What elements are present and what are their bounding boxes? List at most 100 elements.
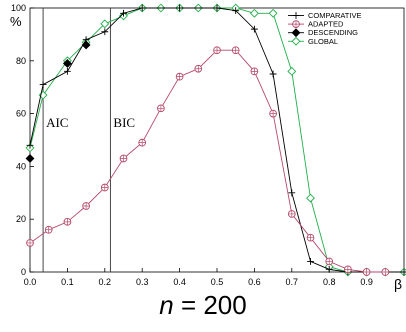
series-layer	[25, 3, 406, 277]
data-point-adapted-cross	[138, 139, 146, 147]
caption-equation: = 200	[173, 290, 247, 320]
data-point-global	[268, 8, 278, 18]
data-point-adapted	[63, 217, 72, 226]
y-tick-label: 20	[16, 214, 26, 224]
data-point-adapted-cross	[45, 226, 53, 234]
data-point-adapted	[194, 64, 203, 73]
y-tick-label: 40	[16, 161, 26, 171]
data-point-adapted	[100, 183, 109, 192]
y-tick-label: 80	[16, 56, 26, 66]
data-point-adapted	[362, 268, 371, 276]
data-point-comparative	[39, 81, 47, 88]
data-point-comparative	[251, 25, 258, 33]
data-point-adapted-cross	[307, 234, 314, 242]
legend-item-descending: DESCENDING	[288, 28, 358, 37]
data-point-adapted	[26, 239, 34, 247]
data-point-descending	[81, 40, 91, 50]
data-point-comparative	[232, 7, 240, 15]
data-point-adapted-cross	[194, 65, 202, 73]
legend-item-comparative: COMPARATIVE	[288, 11, 361, 20]
data-point-adapted-cross	[26, 239, 34, 247]
data-point-adapted-cross	[120, 155, 127, 162]
data-point-comparative	[120, 9, 127, 17]
legend-marker-adapted	[292, 20, 300, 28]
x-tick-label: 0.9	[360, 277, 373, 287]
data-point-comparative	[307, 258, 314, 265]
data-point-adapted-cross	[82, 202, 90, 210]
data-point-adapted	[138, 138, 147, 147]
data-point-global	[287, 66, 297, 76]
data-point-adapted-cross	[381, 268, 389, 276]
data-point-adapted	[213, 46, 221, 55]
x-tick-label: 0.3	[136, 277, 149, 287]
data-point-adapted-cross	[232, 46, 240, 54]
x-tick-label: 0.0	[24, 277, 37, 287]
legend-marker-descending	[291, 28, 301, 38]
series-adapted	[26, 46, 390, 276]
data-point-comparative	[213, 4, 221, 12]
data-point-adapted-cross	[213, 46, 221, 54]
data-point-adapted	[44, 225, 53, 234]
series-line-adapted	[29, 49, 386, 273]
data-point-adapted-cross	[176, 73, 183, 81]
data-point-adapted-cross	[101, 184, 109, 191]
data-point-comparative	[325, 265, 333, 273]
data-point-comparative	[176, 4, 183, 12]
data-point-adapted	[231, 46, 240, 55]
y-tick-label: 0	[21, 267, 26, 277]
data-point-global	[38, 90, 48, 100]
y-tick-label: 100	[11, 3, 26, 13]
legend-marker-global	[291, 36, 301, 46]
x-tick-label: 0.1	[61, 277, 74, 287]
data-point-comparative	[138, 4, 146, 12]
series-descending	[25, 40, 91, 163]
x-tick-label: 0.5	[211, 277, 224, 287]
data-point-adapted	[82, 202, 90, 210]
data-point-global	[249, 8, 259, 18]
legend-item-global: GLOBAL	[288, 37, 338, 46]
axes: 0.0 0.1 0.2 0.3 0.4 0.5 0.6 0.7 0.8 0.9 0 20 40 60 80 1…	[10, 3, 405, 292]
data-point-global	[306, 193, 315, 203]
legend-marker-adapted-cross	[292, 20, 300, 28]
legend-item-adapted: ADAPTED	[288, 20, 344, 29]
data-point-adapted-cross	[325, 258, 333, 265]
data-point-comparative	[64, 67, 71, 75]
legend-label-comparative: COMPARATIVE	[308, 11, 361, 20]
data-point-adapted-cross	[251, 67, 258, 75]
data-point-comparative	[288, 189, 296, 197]
x-tick-label: 0.8	[323, 277, 336, 287]
data-point-adapted-cross	[157, 104, 165, 112]
data-point-adapted	[119, 154, 128, 163]
data-point-adapted-cross	[344, 265, 352, 273]
caption-variable: n	[159, 290, 174, 320]
data-point-comparative	[101, 28, 109, 36]
data-point-adapted	[325, 257, 334, 266]
x-axis-label: β	[394, 276, 402, 292]
data-point-adapted	[306, 233, 315, 242]
data-point-adapted	[381, 268, 390, 276]
y-tick-label: 60	[16, 109, 26, 119]
figure-caption: n = 200	[0, 290, 406, 321]
data-point-adapted-cross	[363, 268, 370, 276]
x-tick-label: 0.7	[286, 277, 299, 287]
data-point-descending	[25, 154, 35, 163]
x-tick-label: 0.2	[99, 277, 112, 287]
data-point-adapted-cross	[288, 210, 296, 218]
data-point-comparative	[269, 70, 277, 78]
data-point-comparative	[26, 141, 34, 149]
legend-label-adapted: ADAPTED	[308, 20, 344, 29]
data-point-adapted	[175, 72, 184, 81]
data-point-descending	[62, 59, 72, 68]
data-point-adapted	[250, 67, 259, 76]
x-tick-label: 0.4	[173, 277, 186, 287]
data-point-adapted-cross	[269, 110, 277, 117]
data-point-comparative	[400, 268, 406, 276]
legend-label-global: GLOBAL	[308, 37, 338, 46]
reference-lines: AIC BIC	[42, 8, 135, 272]
data-point-adapted	[157, 104, 165, 113]
annotation-bic: BIC	[113, 115, 135, 130]
data-point-adapted	[344, 265, 352, 274]
